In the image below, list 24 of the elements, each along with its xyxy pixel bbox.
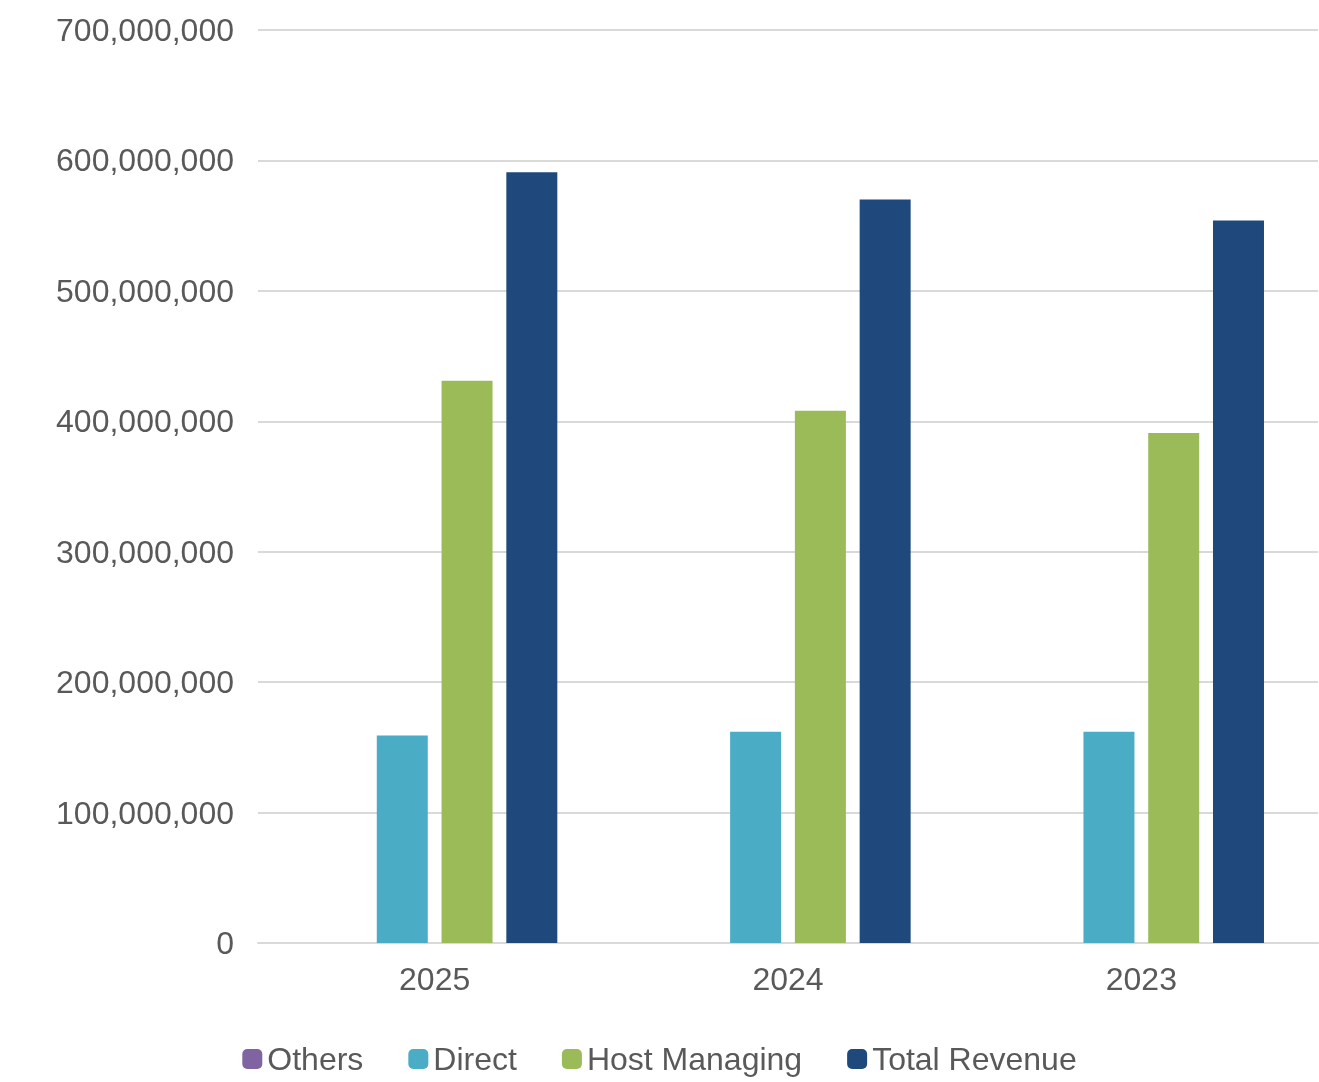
bar	[730, 731, 782, 943]
y-tick-label: 700,000,000	[56, 12, 234, 48]
bar	[1212, 220, 1264, 943]
bar	[441, 380, 493, 943]
bar	[794, 410, 846, 943]
legend-label: Total Revenue	[872, 1041, 1077, 1077]
bar	[506, 172, 558, 943]
y-tick-label: 600,000,000	[56, 142, 234, 179]
y-tick-label: 0	[216, 925, 234, 961]
x-tick-label: 2023	[1105, 961, 1177, 997]
x-tick-label: 2025	[399, 961, 471, 997]
bar	[1148, 433, 1200, 943]
y-tick-label: 400,000,000	[56, 403, 234, 440]
legend-label: Others	[267, 1041, 364, 1077]
legend-label: Direct	[433, 1041, 517, 1077]
legend-label: Host Managing	[586, 1041, 803, 1077]
bar	[859, 199, 911, 943]
x-tick-label: 2024	[752, 961, 824, 997]
y-tick-label: 100,000,000	[56, 794, 234, 831]
y-tick-label: 500,000,000	[56, 272, 234, 309]
bar	[376, 735, 428, 943]
y-tick-label: 300,000,000	[56, 533, 234, 570]
bar	[1083, 731, 1135, 943]
y-tick-label: 200,000,000	[56, 664, 234, 701]
